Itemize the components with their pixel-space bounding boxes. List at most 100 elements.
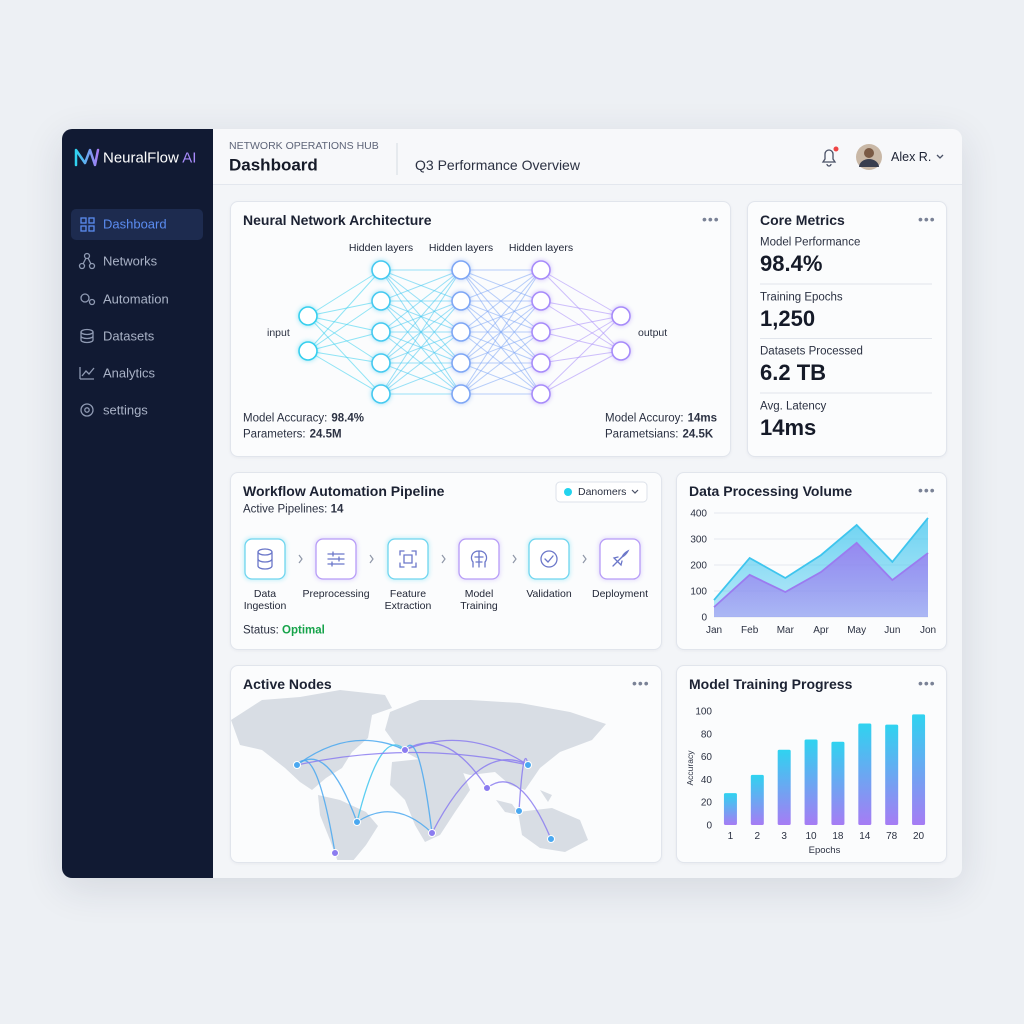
y-tick-label: 80: [701, 729, 713, 740]
user-name[interactable]: Alex R.: [891, 149, 932, 164]
core-metrics-card: [747, 201, 947, 457]
nn-edge: [380, 269, 462, 302]
nn-edge: [307, 300, 382, 317]
card-title: Neural Network Architecture: [243, 212, 432, 228]
metric-label: Avg. Latency: [760, 399, 827, 412]
card-menu[interactable]: •••: [702, 211, 720, 227]
layer-label: Hidden layers: [429, 242, 493, 254]
map-link: [356, 811, 433, 834]
notification-bell[interactable]: [821, 146, 839, 167]
nn-node: [371, 260, 391, 280]
input-label: input: [267, 326, 290, 339]
map-node: [293, 761, 301, 769]
nn-node: [451, 322, 471, 342]
y-tick-label: 0: [701, 613, 707, 624]
nn-node: [298, 341, 318, 361]
user-chevron[interactable]: [936, 154, 944, 159]
card-menu[interactable]: •••: [918, 211, 936, 227]
nav-item[interactable]: Networks: [103, 253, 158, 269]
stat-label: Parametsians:: [605, 428, 679, 441]
header-title: Dashboard: [229, 155, 318, 175]
nn-edge: [307, 331, 382, 352]
brand[interactable]: NeuralFlow AI: [103, 151, 196, 166]
nn-node: [451, 260, 471, 280]
card-menu[interactable]: •••: [918, 675, 936, 691]
map-link: [404, 742, 488, 789]
area-fill: [714, 542, 928, 617]
brand-name: NeuralFlow: [103, 149, 179, 167]
layer-label: Hidden layers: [349, 242, 413, 254]
map-node: [428, 829, 436, 837]
x-tick-label: Jon: [920, 625, 936, 636]
step-arrow: [512, 554, 517, 564]
stat-value: 24.5M: [309, 428, 342, 441]
nn-node: [371, 384, 391, 404]
map-node: [401, 746, 409, 754]
x-tick-label: Apr: [813, 625, 829, 636]
nn-stat: Parameters: 24.5M: [243, 429, 342, 441]
pipelines-label: Active Pipelines:: [243, 503, 328, 516]
map-node: [547, 835, 555, 843]
step-icon: [327, 551, 345, 567]
nn-node: [298, 306, 318, 326]
nn-node: [451, 291, 471, 311]
x-axis-label: Epochs: [809, 845, 841, 856]
nn-edge: [540, 300, 622, 317]
nav-item[interactable]: Analytics: [103, 365, 156, 381]
y-tick-label: 0: [706, 821, 712, 832]
avatar[interactable]: [856, 144, 882, 170]
nn-node: [371, 322, 391, 342]
nn-edge: [380, 269, 462, 333]
nn-node: [531, 353, 551, 373]
nn-stat: Model Accuroy: 14ms: [605, 413, 717, 425]
bar: [858, 723, 872, 825]
nn-edge: [307, 300, 382, 352]
nn-edge: [460, 269, 542, 395]
map-link: [404, 739, 529, 766]
nn-edge: [460, 300, 542, 395]
card-menu[interactable]: •••: [918, 482, 936, 498]
y-tick-label: 20: [701, 798, 713, 809]
metric-value: 6.2 TB: [760, 360, 827, 385]
step-icon: [399, 550, 417, 568]
stat-label: Parameters:: [243, 428, 306, 441]
y-tick-label: 200: [690, 561, 707, 572]
map-node: [524, 761, 532, 769]
nav-item[interactable]: Datasets: [103, 328, 155, 344]
nn-edge: [380, 269, 462, 395]
nn-edge: [460, 269, 542, 302]
map-node: [331, 849, 339, 857]
x-tick-label: 10: [806, 831, 818, 842]
nav-item[interactable]: Automation: [103, 291, 169, 307]
card-menu[interactable]: •••: [632, 675, 650, 691]
card-title: Active Nodes: [243, 676, 332, 692]
dropdown-label[interactable]: Danomers: [578, 485, 627, 498]
nn-node: [371, 291, 391, 311]
header-eyebrow: NETWORK OPERATIONS HUB: [229, 139, 379, 152]
neural-network-card: [230, 201, 731, 457]
area-line: [713, 541, 929, 608]
nav-item[interactable]: settings: [103, 402, 148, 418]
header-subtitle: Q3 Performance Overview: [415, 157, 580, 173]
layer-label: Hidden layers: [509, 242, 573, 254]
step-icon: [540, 550, 558, 568]
step-label: Data Ingestion: [243, 588, 287, 613]
nn-edge: [540, 315, 622, 333]
map-link: [296, 759, 336, 854]
nav-item[interactable]: Dashboard: [103, 216, 167, 232]
nn-edge: [380, 300, 462, 395]
stat-value: 14ms: [687, 412, 718, 425]
dropdown[interactable]: [555, 481, 648, 503]
nn-edge: [540, 315, 622, 395]
nn-edge: [307, 350, 382, 395]
card-title: Data Processing Volume: [689, 483, 853, 499]
nn-edge: [460, 362, 542, 395]
nn-edge: [460, 331, 542, 395]
nn-edge: [307, 350, 382, 364]
nn-edge: [307, 269, 382, 352]
step-label: Deployment: [591, 588, 649, 600]
area-line: [713, 517, 929, 601]
map-link: [404, 744, 433, 834]
stat-value: 24.5K: [682, 428, 714, 441]
